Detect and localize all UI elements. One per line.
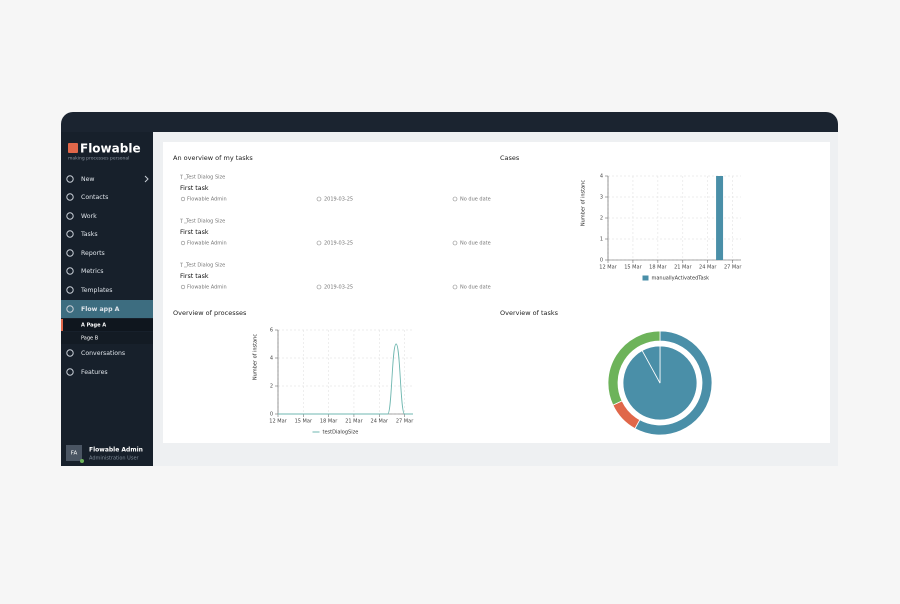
task-due: No due date	[460, 197, 491, 203]
legend-label: testDialogSize	[323, 430, 359, 436]
subnav-bg	[61, 332, 153, 344]
chart-title: Overview of processes	[173, 309, 247, 317]
subnav-bg	[61, 319, 153, 331]
x-tick-label: 12 Mar	[269, 419, 287, 425]
dashboard-panel	[163, 142, 830, 443]
user-icon	[180, 284, 186, 290]
logo-text: Flowable	[80, 142, 141, 156]
line	[277, 343, 413, 415]
y-axis-label: Number of instanc	[581, 180, 587, 226]
y-tick-label: 2	[270, 384, 273, 390]
bar	[716, 176, 724, 260]
process-icon	[180, 174, 187, 180]
nav-item[interactable]: Metrics	[81, 268, 103, 275]
nav-icon	[66, 212, 74, 220]
avatar	[66, 445, 82, 461]
nav-icon	[66, 267, 74, 275]
nav-item[interactable]: Conversations	[81, 350, 125, 357]
nav-icon	[66, 249, 74, 257]
task-process: Test Dialog Size	[185, 175, 225, 181]
chart-title: Cases	[500, 154, 520, 162]
y-tick-label: 1	[600, 237, 603, 243]
chart-title: Overview of tasks	[500, 309, 559, 317]
subnav-marker	[61, 319, 63, 331]
y-tick-label: 2	[600, 216, 603, 222]
x-tick-label: 18 Mar	[649, 265, 667, 271]
process-icon	[180, 262, 187, 268]
nav-icon	[66, 305, 74, 313]
avatar-initials: FA	[71, 451, 78, 457]
nav-icon	[66, 368, 74, 376]
bell-icon	[452, 240, 458, 246]
y-tick-label: 4	[600, 174, 603, 180]
nav-icon	[66, 193, 74, 201]
section-title: An overview of my tasks	[173, 154, 253, 162]
user-role: Administration User	[89, 456, 140, 462]
user-icon	[180, 240, 186, 246]
task-created: 2019-03-25	[324, 197, 353, 203]
nav-icon	[66, 230, 74, 238]
y-tick-label: 3	[600, 195, 603, 201]
bell-icon	[452, 284, 458, 290]
x-tick-label: 18 Mar	[320, 419, 338, 425]
legend-label: manuallyActivatedTask	[652, 276, 710, 282]
user-name: Flowable Admin	[89, 447, 143, 454]
status-dot	[80, 459, 84, 463]
logo-icon	[68, 143, 78, 153]
user-icon	[180, 196, 186, 202]
x-tick-label: 15 Mar	[624, 265, 642, 271]
subnav-item[interactable]: A Page A	[81, 323, 106, 329]
legend-swatch	[642, 275, 649, 281]
x-tick-label: 15 Mar	[295, 419, 313, 425]
x-tick-label: 24 Mar	[699, 265, 717, 271]
y-axis-label: Number of instanc	[253, 334, 259, 380]
nav-item[interactable]: Templates	[80, 287, 112, 294]
nav-item[interactable]: Contacts	[81, 194, 108, 201]
nav-item[interactable]: Work	[81, 213, 97, 220]
nav-item[interactable]: Reports	[81, 250, 105, 257]
y-tick-label: 4	[270, 356, 273, 362]
task-name[interactable]: First task	[180, 185, 209, 192]
clock-icon	[316, 196, 322, 202]
task-name[interactable]: First task	[180, 273, 209, 280]
clock-icon	[316, 240, 322, 246]
nav-active-bg	[61, 300, 153, 318]
task-created: 2019-03-25	[324, 241, 353, 247]
task-process: Test Dialog Size	[185, 219, 225, 225]
nav-item[interactable]: New	[81, 176, 95, 183]
nav-item[interactable]: Tasks	[80, 231, 98, 238]
task-process: Test Dialog Size	[185, 263, 225, 269]
x-tick-label: 27 Mar	[724, 265, 742, 271]
x-tick-label: 27 Mar	[396, 419, 414, 425]
x-tick-label: 21 Mar	[674, 265, 692, 271]
subnav-item[interactable]: Page B	[81, 336, 99, 342]
task-created: 2019-03-25	[324, 285, 353, 291]
x-tick-label: 24 Mar	[371, 419, 389, 425]
nav-icon	[66, 286, 74, 294]
task-assignee: Flowable Admin	[187, 285, 227, 291]
sidebar	[61, 132, 153, 466]
pie-slice	[641, 345, 661, 384]
logo-tagline: making processes personal	[68, 156, 129, 162]
chevron	[144, 175, 149, 183]
task-due: No due date	[460, 241, 491, 247]
y-tick-label: 6	[270, 328, 273, 334]
nav-item[interactable]: Flow app A	[81, 306, 120, 313]
nav-icon	[66, 175, 74, 183]
clock-icon	[316, 284, 322, 290]
task-due: No due date	[460, 285, 491, 291]
task-assignee: Flowable Admin	[187, 241, 227, 247]
nav-item[interactable]: Features	[81, 369, 108, 376]
x-tick-label: 21 Mar	[345, 419, 363, 425]
task-assignee: Flowable Admin	[187, 197, 227, 203]
x-tick-label: 12 Mar	[599, 265, 617, 271]
y-tick-label: 0	[270, 412, 273, 418]
pie-slice	[607, 330, 661, 406]
process-icon	[180, 218, 187, 224]
bell-icon	[452, 196, 458, 202]
nav-icon	[66, 349, 74, 357]
task-name[interactable]: First task	[180, 229, 209, 236]
y-tick-label: 0	[600, 258, 603, 264]
